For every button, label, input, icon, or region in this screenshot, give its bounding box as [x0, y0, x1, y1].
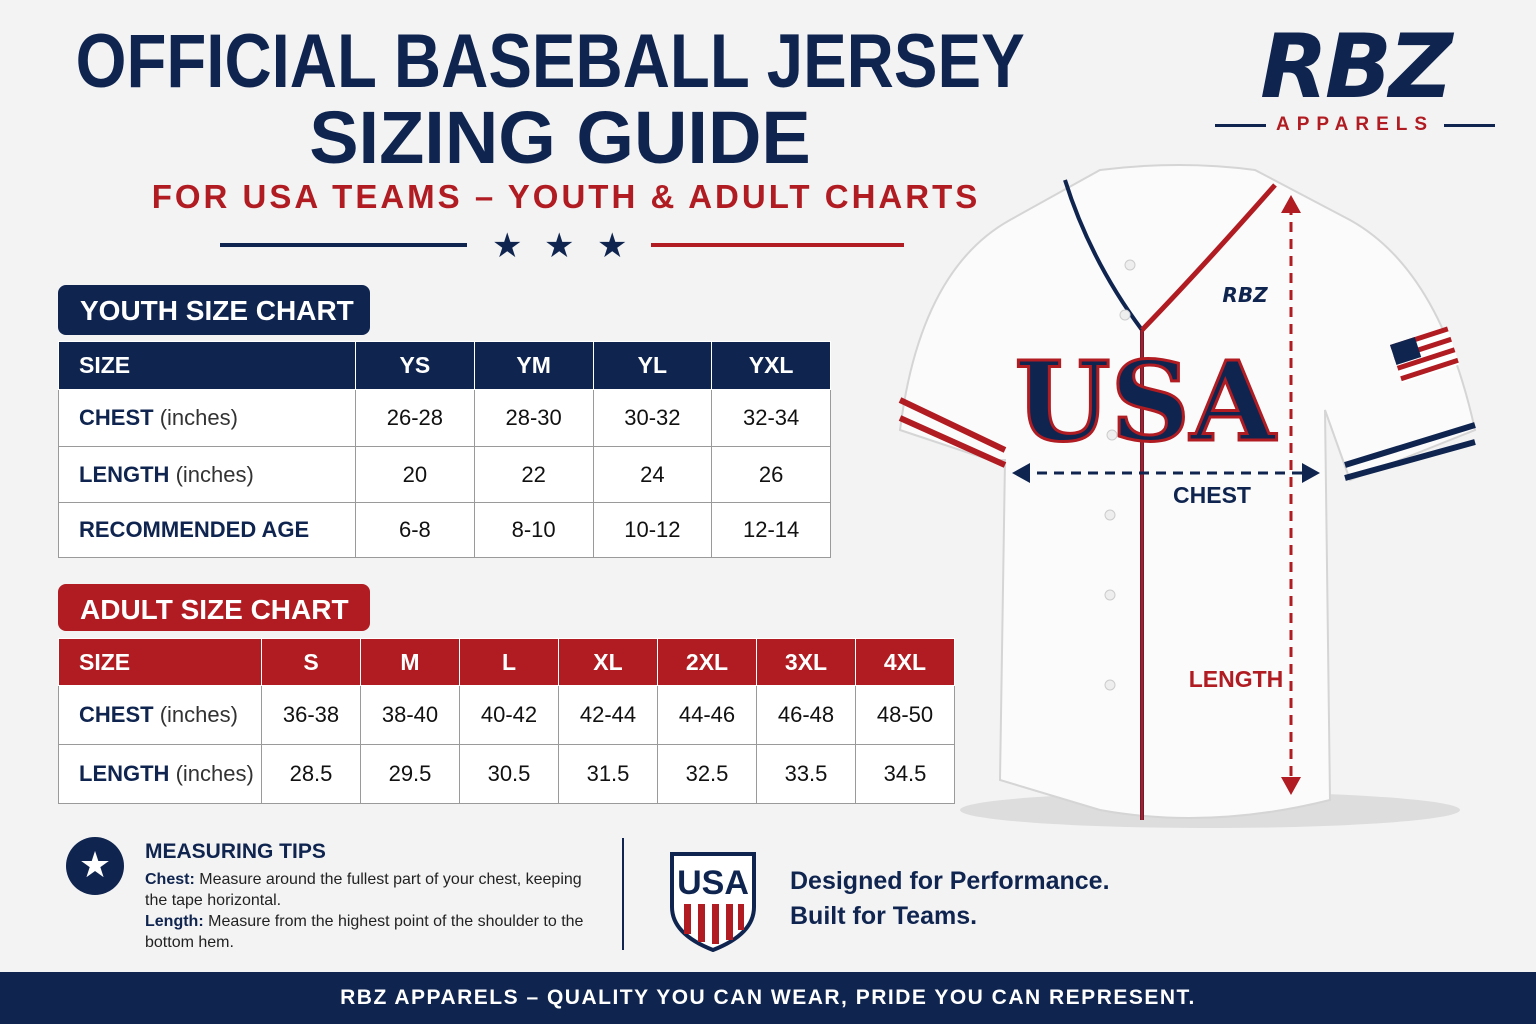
cell: 46-48	[756, 685, 856, 745]
table-row: CHEST (inches) 26-28 28-30 30-32 32-34	[58, 389, 831, 447]
adult-chart-label: ADULT SIZE CHART	[58, 584, 370, 631]
buttons	[1104, 259, 1136, 691]
cell: 12-14	[711, 502, 831, 558]
star-icon: ★	[597, 227, 628, 265]
cell: 10-12	[592, 502, 713, 558]
cell: 26-28	[355, 389, 475, 447]
table-header-row: SIZE YS YM YL YXL	[58, 341, 831, 390]
placket-left	[1063, 179, 1144, 820]
tips-title: MEASURING TIPS	[145, 840, 326, 863]
cell: 24	[592, 446, 713, 503]
cell: 22	[473, 446, 594, 503]
header-cell: SIZE	[58, 341, 356, 390]
cell: 38-40	[360, 685, 460, 745]
header-cell: 2XL	[657, 638, 757, 686]
cell: 30.5	[459, 744, 559, 804]
length-label: LENGTH	[1189, 666, 1284, 692]
placket-collar	[1140, 183, 1277, 332]
subtitle: FOR USA TEAMS – YOUTH & ADULT CHARTS	[151, 178, 981, 215]
cell: 33.5	[756, 744, 856, 804]
row-label: CHEST (inches)	[58, 389, 356, 447]
table-row: LENGTH (inches) 20 22 24 26	[58, 446, 831, 503]
header-cell: YL	[592, 341, 713, 390]
cell: 6-8	[355, 502, 475, 558]
divider-right	[651, 243, 904, 247]
cell: 48-50	[855, 685, 955, 745]
rbz-logo: RBZ APPARELS	[1215, 22, 1495, 136]
cell: 44-46	[657, 685, 757, 745]
tips-text: Chest: Measure around the fullest part o…	[145, 871, 584, 951]
cell: 30-32	[592, 389, 713, 447]
cell: 36-38	[261, 685, 361, 745]
cell: 40-42	[459, 685, 559, 745]
cell: 28-30	[473, 389, 594, 447]
youth-chart-label: YOUTH SIZE CHART	[58, 285, 370, 335]
cell: 32.5	[657, 744, 757, 804]
star-icon: ★	[544, 227, 575, 265]
right-sleeve-trim	[1344, 422, 1476, 481]
header-cell: L	[459, 638, 559, 686]
header-cell: M	[360, 638, 460, 686]
cell: 29.5	[360, 744, 460, 804]
table-header-row: SIZE S M L XL 2XL 3XL 4XL	[58, 638, 955, 686]
table-row: RECOMMENDED AGE 6-8 8-10 10-12 12-14	[58, 502, 831, 558]
adult-size-table: SIZE S M L XL 2XL 3XL 4XL CHEST (inches) 36-38…	[58, 638, 955, 804]
cell: 32-34	[711, 389, 831, 447]
jersey-chest-logo: RBZ	[1222, 283, 1268, 307]
table-row: LENGTH (inches) 28.5 29.5 30.5 31.5 32.5 33.5…	[58, 744, 955, 804]
cell: 31.5	[558, 744, 658, 804]
cell: 28.5	[261, 744, 361, 804]
svg-text:USA: USA	[677, 864, 749, 902]
header-cell: XL	[558, 638, 658, 686]
star-icon: ★	[66, 837, 124, 895]
title-line2: SIZING GUIDE	[309, 96, 811, 179]
tagline: Designed for Performance. Built for Teams…	[790, 867, 1110, 930]
header-cell: YS	[355, 341, 475, 390]
usa-shield-badge: USA	[670, 852, 756, 952]
header-cell: YM	[473, 341, 594, 390]
jersey-front-text: USA	[1015, 337, 1277, 466]
cell: 26	[711, 446, 831, 503]
youth-size-table: SIZE YS YM YL YXL CHEST (inches) 26-28 28…	[58, 341, 831, 558]
row-label: LENGTH (inches)	[58, 446, 356, 503]
chest-label: CHEST	[1173, 482, 1251, 508]
row-label: LENGTH (inches)	[58, 744, 262, 804]
cell: 8-10	[473, 502, 594, 558]
jersey-illustration: USA RBZ CHEST LENGTH	[898, 164, 1477, 828]
row-label: RECOMMENDED AGE	[58, 502, 356, 558]
cell: 42-44	[558, 685, 658, 745]
header-cell: 4XL	[855, 638, 955, 686]
header-cell: YXL	[711, 341, 831, 390]
flag-patch-icon	[1390, 326, 1460, 384]
star-icon: ★	[492, 227, 523, 265]
row-label: CHEST (inches)	[58, 685, 262, 745]
cell: 20	[355, 446, 475, 503]
table-row: CHEST (inches) 36-38 38-40 40-42 42-44 44-46…	[58, 685, 955, 745]
footer-banner: RBZ APPARELS – QUALITY YOU CAN WEAR, PRI…	[0, 972, 1536, 1024]
divider-left	[220, 243, 467, 247]
header-cell: SIZE	[58, 638, 262, 686]
vertical-divider	[622, 838, 624, 950]
title-line1: OFFICIAL BASEBALL JERSEY	[75, 19, 1025, 104]
left-sleeve-trim	[898, 397, 1007, 468]
jersey-body	[898, 164, 1477, 819]
header-cell: 3XL	[756, 638, 856, 686]
cell: 34.5	[855, 744, 955, 804]
header-cell: S	[261, 638, 361, 686]
